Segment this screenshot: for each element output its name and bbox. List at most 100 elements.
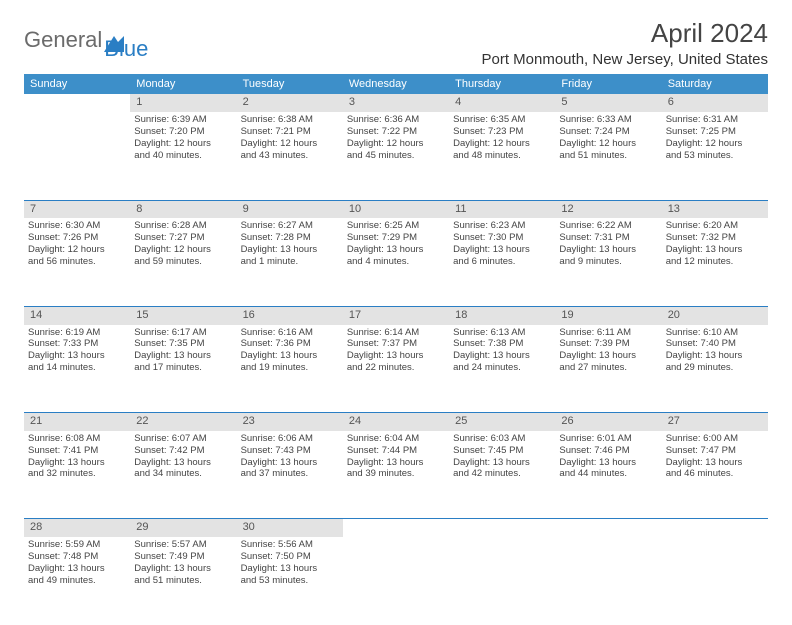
daylight-line-1: Daylight: 12 hours <box>241 138 339 150</box>
sunset-line: Sunset: 7:20 PM <box>134 126 232 138</box>
day-number: 27 <box>662 413 768 431</box>
daylight-line-2: and 42 minutes. <box>453 468 551 480</box>
sunset-line: Sunset: 7:24 PM <box>559 126 657 138</box>
week-daynum-row: 282930 <box>24 519 768 537</box>
daylight-line-2: and 34 minutes. <box>134 468 232 480</box>
day-number: 10 <box>343 200 449 218</box>
sunrise-line: Sunrise: 6:11 AM <box>559 327 657 339</box>
weekday-header: Friday <box>555 74 661 94</box>
day-info: Sunrise: 6:10 AMSunset: 7:40 PMDaylight:… <box>662 325 768 413</box>
day-number: 1 <box>130 94 236 112</box>
calendar-head: SundayMondayTuesdayWednesdayThursdayFrid… <box>24 74 768 94</box>
day-number: 22 <box>130 413 236 431</box>
day-number: 9 <box>237 200 343 218</box>
day-number: 4 <box>449 94 555 112</box>
day-number: 2 <box>237 94 343 112</box>
sunrise-line: Sunrise: 6:28 AM <box>134 220 232 232</box>
sunset-line: Sunset: 7:36 PM <box>241 338 339 350</box>
day-number <box>555 519 661 537</box>
sunset-line: Sunset: 7:41 PM <box>28 445 126 457</box>
daylight-line-2: and 53 minutes. <box>241 575 339 587</box>
daylight-line-1: Daylight: 13 hours <box>134 350 232 362</box>
sunrise-line: Sunrise: 6:36 AM <box>347 114 445 126</box>
sunset-line: Sunset: 7:27 PM <box>134 232 232 244</box>
sunrise-line: Sunrise: 6:00 AM <box>666 433 764 445</box>
sunrise-line: Sunrise: 6:33 AM <box>559 114 657 126</box>
daylight-line-2: and 59 minutes. <box>134 256 232 268</box>
day-number: 17 <box>343 306 449 324</box>
sunset-line: Sunset: 7:30 PM <box>453 232 551 244</box>
daylight-line-2: and 53 minutes. <box>666 150 764 162</box>
day-number: 7 <box>24 200 130 218</box>
daylight-line-1: Daylight: 12 hours <box>559 138 657 150</box>
day-number: 18 <box>449 306 555 324</box>
sunrise-line: Sunrise: 5:59 AM <box>28 539 126 551</box>
daylight-line-2: and 27 minutes. <box>559 362 657 374</box>
sunset-line: Sunset: 7:42 PM <box>134 445 232 457</box>
daylight-line-1: Daylight: 13 hours <box>28 350 126 362</box>
day-info: Sunrise: 6:11 AMSunset: 7:39 PMDaylight:… <box>555 325 661 413</box>
sunrise-line: Sunrise: 6:16 AM <box>241 327 339 339</box>
weekday-header: Sunday <box>24 74 130 94</box>
day-number <box>449 519 555 537</box>
daylight-line-2: and 14 minutes. <box>28 362 126 374</box>
daylight-line-2: and 51 minutes. <box>134 575 232 587</box>
daylight-line-1: Daylight: 12 hours <box>134 244 232 256</box>
daylight-line-2: and 44 minutes. <box>559 468 657 480</box>
sunrise-line: Sunrise: 6:17 AM <box>134 327 232 339</box>
daylight-line-1: Daylight: 13 hours <box>241 350 339 362</box>
sunset-line: Sunset: 7:49 PM <box>134 551 232 563</box>
day-info: Sunrise: 6:36 AMSunset: 7:22 PMDaylight:… <box>343 112 449 200</box>
logo-word-1: General <box>24 27 102 53</box>
sunset-line: Sunset: 7:38 PM <box>453 338 551 350</box>
sunset-line: Sunset: 7:43 PM <box>241 445 339 457</box>
sunrise-line: Sunrise: 6:08 AM <box>28 433 126 445</box>
daylight-line-2: and 40 minutes. <box>134 150 232 162</box>
day-number: 20 <box>662 306 768 324</box>
weekday-header: Saturday <box>662 74 768 94</box>
day-info: Sunrise: 6:17 AMSunset: 7:35 PMDaylight:… <box>130 325 236 413</box>
weekday-header: Wednesday <box>343 74 449 94</box>
sunrise-line: Sunrise: 6:06 AM <box>241 433 339 445</box>
day-number: 21 <box>24 413 130 431</box>
day-number <box>24 94 130 112</box>
sunrise-line: Sunrise: 6:25 AM <box>347 220 445 232</box>
week-daynum-row: 78910111213 <box>24 200 768 218</box>
logo: General Blue <box>24 18 148 62</box>
title-block: April 2024 Port Monmouth, New Jersey, Un… <box>481 18 768 68</box>
daylight-line-2: and 32 minutes. <box>28 468 126 480</box>
week-info-row: Sunrise: 6:30 AMSunset: 7:26 PMDaylight:… <box>24 218 768 306</box>
daylight-line-2: and 24 minutes. <box>453 362 551 374</box>
sunset-line: Sunset: 7:39 PM <box>559 338 657 350</box>
daylight-line-2: and 4 minutes. <box>347 256 445 268</box>
sunrise-line: Sunrise: 6:14 AM <box>347 327 445 339</box>
day-number: 13 <box>662 200 768 218</box>
daylight-line-2: and 51 minutes. <box>559 150 657 162</box>
daylight-line-2: and 29 minutes. <box>666 362 764 374</box>
sunset-line: Sunset: 7:40 PM <box>666 338 764 350</box>
day-number <box>662 519 768 537</box>
day-number: 6 <box>662 94 768 112</box>
daylight-line-2: and 39 minutes. <box>347 468 445 480</box>
sunset-line: Sunset: 7:33 PM <box>28 338 126 350</box>
day-info <box>24 112 130 200</box>
day-info: Sunrise: 6:27 AMSunset: 7:28 PMDaylight:… <box>237 218 343 306</box>
daylight-line-1: Daylight: 13 hours <box>559 244 657 256</box>
day-number: 29 <box>130 519 236 537</box>
sunset-line: Sunset: 7:32 PM <box>666 232 764 244</box>
daylight-line-1: Daylight: 13 hours <box>347 244 445 256</box>
day-info: Sunrise: 6:13 AMSunset: 7:38 PMDaylight:… <box>449 325 555 413</box>
sunrise-line: Sunrise: 6:07 AM <box>134 433 232 445</box>
day-number: 5 <box>555 94 661 112</box>
sunset-line: Sunset: 7:23 PM <box>453 126 551 138</box>
day-info: Sunrise: 6:31 AMSunset: 7:25 PMDaylight:… <box>662 112 768 200</box>
daylight-line-1: Daylight: 13 hours <box>453 244 551 256</box>
daylight-line-1: Daylight: 12 hours <box>28 244 126 256</box>
daylight-line-1: Daylight: 13 hours <box>666 350 764 362</box>
daylight-line-1: Daylight: 13 hours <box>134 457 232 469</box>
sunrise-line: Sunrise: 6:22 AM <box>559 220 657 232</box>
day-number: 23 <box>237 413 343 431</box>
sunrise-line: Sunrise: 6:01 AM <box>559 433 657 445</box>
daylight-line-1: Daylight: 13 hours <box>666 244 764 256</box>
day-number: 12 <box>555 200 661 218</box>
